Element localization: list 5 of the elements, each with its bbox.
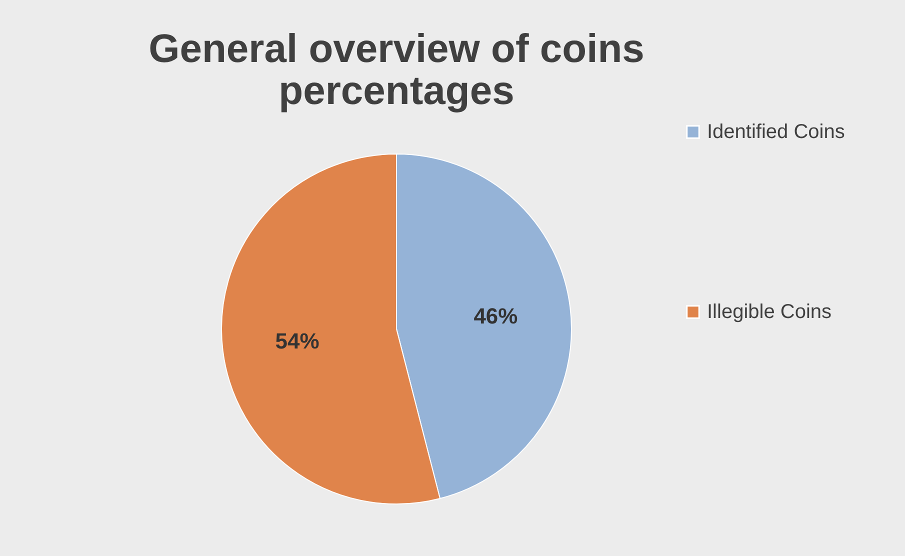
data-label: 54% [275, 328, 320, 354]
chart-title: General overview of coins percentages [148, 27, 644, 113]
data-label: 46% [474, 303, 518, 328]
legend-label: Identified Coins [707, 121, 845, 143]
legend-label: Illegible Coins [707, 301, 832, 323]
